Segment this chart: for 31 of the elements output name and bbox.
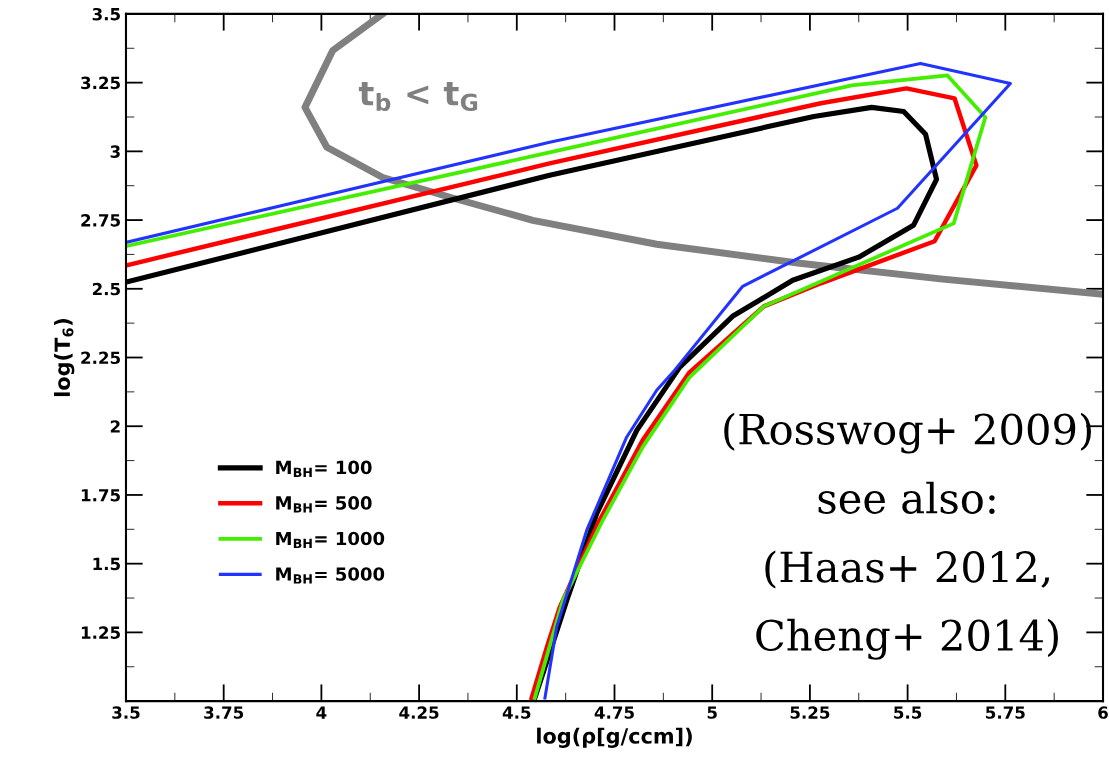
x-tick-label: 6 (1098, 706, 1108, 719)
y-tick-label: 1.75 (81, 489, 120, 502)
y-tick-label: 1.5 (93, 557, 120, 571)
y-tick-label: 3.5 (92, 7, 120, 21)
annotation: t$_{b}$ < t$_{G}$ (358, 81, 478, 112)
annotation: (Haas+ 2012, (765, 550, 1050, 589)
legend-label: M$_{BH}$= 5000 (276, 567, 385, 584)
annotation: see also: (818, 481, 995, 514)
x-axis-title: log(ρ[g/ccm]) (537, 727, 692, 748)
y-tick-label: 2.25 (81, 351, 120, 365)
y-axis-title: log(T$_{6}$) (54, 319, 75, 397)
y-tick-label: 3 (110, 145, 120, 158)
annotation: Cheng+ 2014) (756, 618, 1058, 660)
y-tick-label: 3.25 (81, 76, 120, 90)
y-tick-label: 2.75 (81, 214, 120, 227)
y-tick-label: 1.25 (81, 626, 120, 639)
legend-label: M$_{BH}$= 1000 (276, 531, 385, 549)
x-tick-label: 3.75 (204, 706, 244, 719)
y-tick-label: 2 (110, 420, 120, 433)
annotation: (Rosswog+ 2009) (724, 412, 1091, 454)
legend-label: M$_{BH}$= 100 (276, 460, 372, 477)
x-tick-label: 4.25 (399, 706, 439, 719)
x-tick-label: 5.25 (790, 706, 830, 719)
x-tick-label: 4.5 (502, 706, 531, 719)
x-tick-label: 5 (707, 706, 717, 719)
legend-label: M$_{BH}$= 500 (276, 496, 372, 513)
x-tick-label: 5.5 (894, 706, 922, 719)
x-tick-label: 4.75 (594, 706, 634, 719)
x-tick-label: 4 (316, 706, 327, 719)
y-tick-label: 2.5 (92, 282, 120, 296)
x-tick-label: 5.75 (986, 706, 1025, 719)
